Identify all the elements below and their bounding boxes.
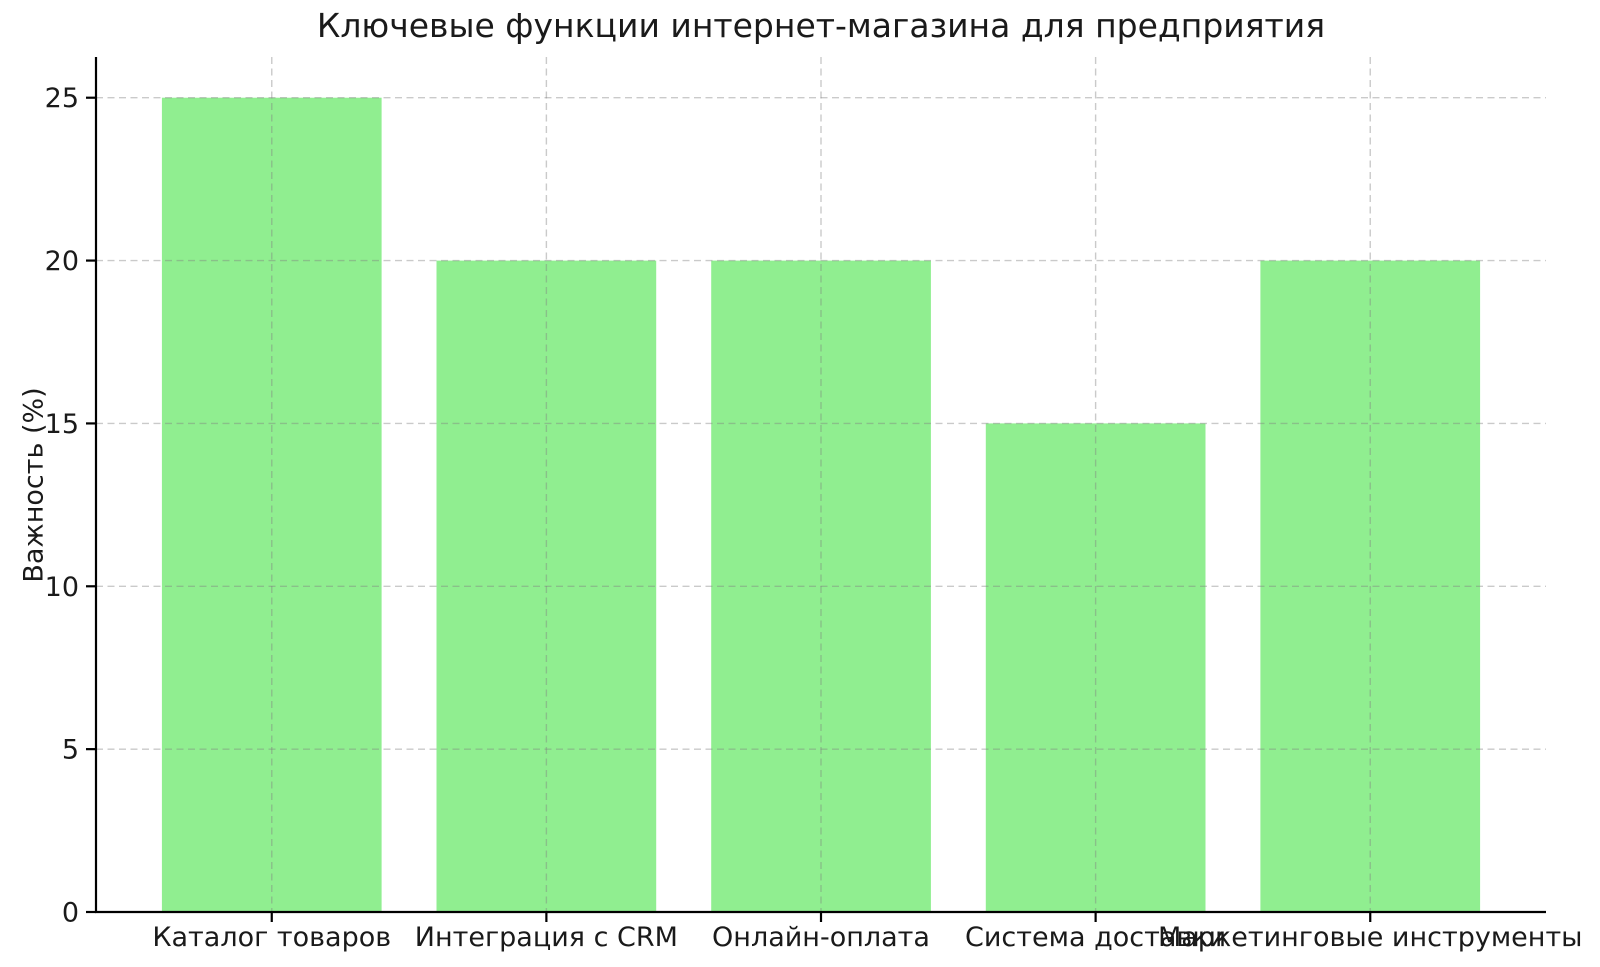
y-tick-label: 20 xyxy=(45,246,79,277)
x-tick-label: Система доставки xyxy=(965,922,1226,953)
x-tick-label: Маркетинговые инструменты xyxy=(1158,922,1583,953)
chart-title: Ключевые функции интернет-магазина для п… xyxy=(316,6,1326,45)
bar xyxy=(1260,260,1481,913)
x-tick-label: Каталог товаров xyxy=(152,922,391,953)
y-tick-label: 15 xyxy=(45,409,79,440)
bar xyxy=(985,423,1206,912)
bar xyxy=(161,97,382,912)
y-tick-label: 25 xyxy=(45,83,79,114)
y-tick-label: 0 xyxy=(62,898,79,929)
bar xyxy=(436,260,657,913)
x-tick-label: Онлайн-оплата xyxy=(712,922,930,953)
x-tick-label: Интеграция с CRM xyxy=(415,922,678,953)
bar xyxy=(711,260,931,913)
y-tick-label: 10 xyxy=(45,572,79,603)
y-tick-label: 5 xyxy=(62,735,79,766)
